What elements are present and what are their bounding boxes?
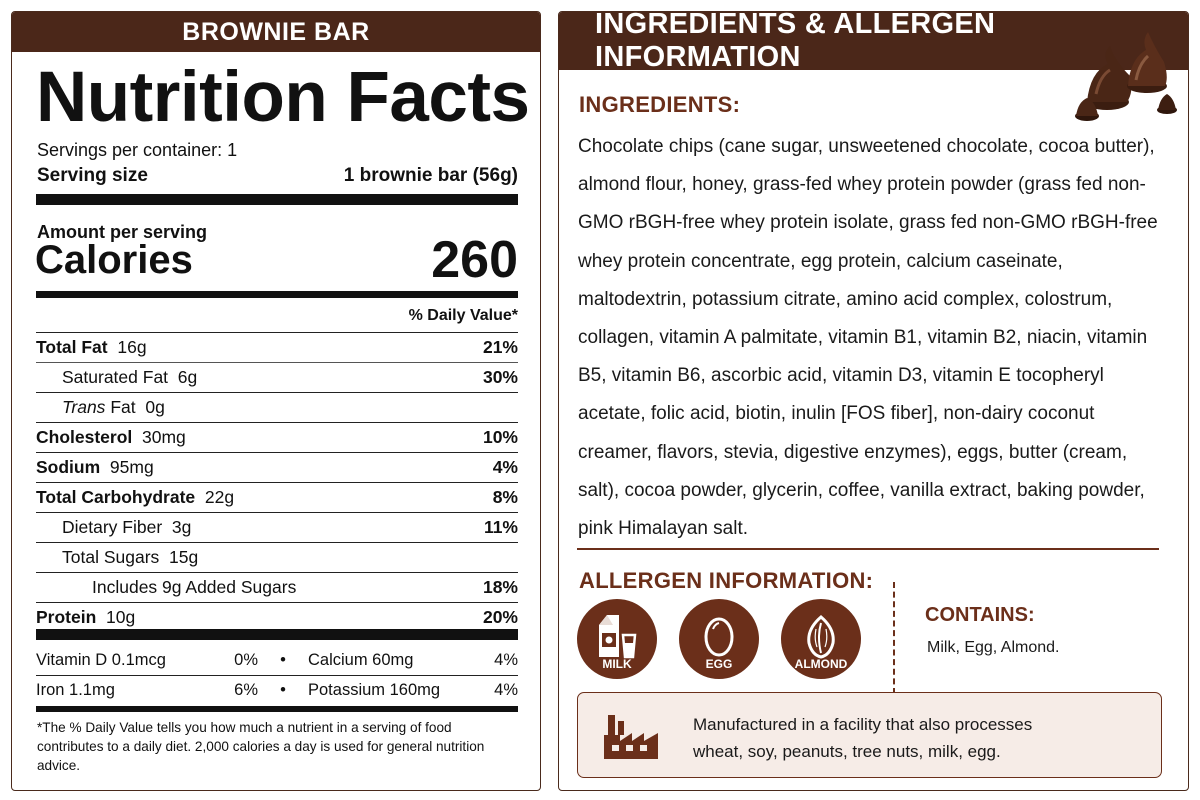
- almond-icon: [807, 615, 835, 659]
- thick-divider: [36, 194, 518, 205]
- allergen-badge-egg: EGG: [679, 599, 759, 679]
- nutrition-facts-title: Nutrition Facts: [36, 58, 530, 137]
- ingredients-heading: INGREDIENTS:: [579, 92, 741, 117]
- nutrient-name: Total Fat: [36, 337, 108, 357]
- facility-notice: Manufactured in a facility that also pro…: [577, 692, 1162, 778]
- nutrient-name: Saturated Fat: [62, 367, 169, 387]
- mineral-pct: 4%: [494, 650, 518, 669]
- egg-icon: [704, 617, 734, 657]
- nutrient-pct: 18%: [482, 577, 518, 597]
- vitamin-name: Iron 1.1mg: [36, 681, 115, 699]
- daily-value-header: % Daily Value*: [408, 307, 518, 324]
- facility-line: wheat, soy, peanuts, tree nuts, milk, eg…: [693, 742, 1001, 761]
- medium-divider: [36, 291, 518, 298]
- ingredients-banner-title: INGREDIENTS & ALLERGEN INFORMATION: [559, 12, 1188, 73]
- allergen-badge-milk: MILK: [577, 599, 657, 679]
- calories-label: Calories: [35, 238, 193, 282]
- nutrient-row-trans-fat: Trans Fat 0g: [36, 392, 518, 422]
- nutrient-row-cholesterol: Cholesterol 30mg 10%: [36, 422, 518, 452]
- servings-per-container: Servings per container: 1: [37, 140, 238, 160]
- nutrient-row-total-fat: Total Fat 16g 21%: [36, 332, 518, 362]
- factory-icon: [604, 715, 658, 759]
- mineral-name: Calcium 60mg: [308, 650, 414, 669]
- nutrient-name-italic: Trans: [62, 397, 106, 417]
- nutrient-name: Total Sugars: [62, 547, 160, 567]
- nutrient-pct: 8%: [492, 487, 518, 507]
- bullet-separator: •: [280, 681, 286, 699]
- nutrient-row-total-carbohydrate: Total Carbohydrate 22g 8%: [36, 482, 518, 512]
- milk-carton-icon: [599, 615, 637, 659]
- nutrient-amount: 16g: [117, 337, 147, 357]
- serving-size-row: Serving size 1 brownie bar (56g): [37, 165, 518, 187]
- nutrient-amount: 3g: [171, 517, 192, 537]
- calories-value: 260: [431, 231, 518, 289]
- nutrition-facts-panel: BROWNIE BAR Nutrition Facts Servings per…: [11, 11, 541, 791]
- nutrient-pct: 30%: [482, 367, 518, 387]
- nutrient-amount: 10g: [106, 607, 136, 627]
- nutrient-name: Total Carbohydrate: [36, 487, 196, 507]
- ingredients-list: Chocolate chips (cane sugar, unsweetened…: [578, 136, 1158, 540]
- chocolate-chips-icon: [1075, 32, 1177, 121]
- daily-value-footnote: *The % Daily Value tells you how much a …: [37, 720, 485, 773]
- facility-text: Manufactured in a facility that also pro…: [693, 711, 1032, 765]
- medium-divider: [36, 706, 518, 712]
- nutrient-pct: 21%: [482, 337, 518, 357]
- amount-per-serving: Amount per serving: [37, 222, 208, 242]
- contains-heading: CONTAINS:: [925, 604, 1035, 626]
- nutrient-pct: 10%: [482, 427, 518, 447]
- serving-size-value: 1 brownie bar (56g): [343, 165, 518, 186]
- mineral-name: Potassium 160mg: [308, 681, 441, 699]
- mineral-pct: 4%: [494, 681, 518, 699]
- nutrient-pct: 11%: [483, 517, 518, 537]
- thick-divider: [36, 629, 518, 640]
- serving-size-label: Serving size: [37, 165, 148, 186]
- nutrient-name: Protein: [36, 607, 97, 627]
- nutrient-pct: 20%: [482, 607, 518, 627]
- ingredients-allergen-panel: INGREDIENTS & ALLERGEN INFORMATION INGRE…: [558, 11, 1189, 791]
- nutrient-amount: 6g: [177, 367, 198, 387]
- nutrient-amount: 0g: [145, 397, 165, 417]
- nutrient-row-added-sugars: Includes 9g Added Sugars 18%: [36, 572, 518, 602]
- nutrient-name: Fat: [110, 397, 136, 417]
- nutrient-amount: 95mg: [109, 457, 154, 477]
- allergen-label: EGG: [705, 657, 733, 671]
- nutrient-row-protein: Protein 10g 20%: [36, 602, 518, 632]
- nutrient-name: Includes 9g Added Sugars: [92, 577, 297, 597]
- dashed-divider: [893, 582, 895, 694]
- nutrient-amount: 15g: [169, 547, 199, 567]
- contains-text: Milk, Egg, Almond.: [927, 639, 1060, 656]
- nutrient-row-sodium: Sodium 95mg 4%: [36, 452, 518, 482]
- allergen-heading: ALLERGEN INFORMATION:: [579, 568, 874, 593]
- nutrient-amount: 30mg: [142, 427, 186, 447]
- nutrient-name: Dietary Fiber: [62, 517, 163, 537]
- vitamin-row: Vitamin D 0.1mcg 0% • Calcium 60mg 4%: [36, 645, 518, 675]
- nutrient-amount: 22g: [204, 487, 235, 507]
- nutrient-name: Sodium: [36, 457, 101, 477]
- section-divider: [577, 548, 1159, 550]
- bullet-separator: •: [280, 650, 286, 669]
- allergen-badge-almond: ALMOND: [781, 599, 861, 679]
- nutrient-row-total-sugars: Total Sugars 15g: [36, 542, 518, 572]
- vitamin-row: Iron 1.1mg 6% • Potassium 160mg 4%: [36, 675, 518, 705]
- allergen-label: MILK: [602, 657, 632, 671]
- vitamin-pct: 0%: [234, 650, 258, 669]
- product-name-banner: BROWNIE BAR: [12, 12, 540, 52]
- nutrient-name: Cholesterol: [36, 427, 133, 447]
- allergen-label: ALMOND: [794, 657, 848, 671]
- nutrient-pct: 4%: [492, 457, 518, 477]
- vitamin-name: Vitamin D 0.1mcg: [36, 650, 166, 669]
- vitamin-pct: 6%: [234, 681, 258, 699]
- facility-line: Manufactured in a facility that also pro…: [693, 715, 1033, 734]
- nutrient-row-dietary-fiber: Dietary Fiber 3g 11%: [36, 512, 518, 542]
- nutrient-row-saturated-fat: Saturated Fat 6g 30%: [36, 362, 518, 392]
